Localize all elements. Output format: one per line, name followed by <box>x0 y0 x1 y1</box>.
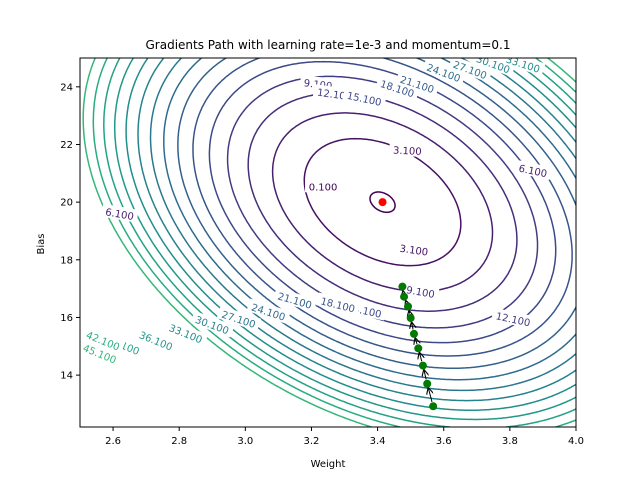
path-arrow <box>406 301 407 302</box>
contour-label: 0.100 <box>309 182 338 193</box>
contour-label-group: 3.100 <box>395 240 433 259</box>
path-arrow <box>412 322 413 330</box>
contour-label-halo <box>163 318 209 347</box>
contour-label-halo <box>375 75 420 101</box>
contour-line-24-1 <box>163 58 576 381</box>
y-tick-label: 20 <box>60 198 73 209</box>
x-tick-label: 3.4 <box>370 436 386 447</box>
contour-label-halo <box>305 179 342 193</box>
contour-label-halo <box>81 326 126 355</box>
y-tick-label: 16 <box>60 313 73 324</box>
contour-label-halo <box>342 87 387 109</box>
contour-line-0-1 <box>369 191 396 214</box>
contour-label-group: 3.100 <box>389 142 426 158</box>
path-arrow <box>409 311 410 314</box>
contour-label-halo <box>315 292 361 316</box>
contour-line-27-1 <box>149 58 576 392</box>
contour-label-halo <box>272 287 318 312</box>
gradient-path <box>378 198 438 411</box>
plot-frame <box>79 57 577 428</box>
contour-label: 9.100 <box>405 285 435 301</box>
contour-label: 6.100 <box>104 207 134 223</box>
x-tick-label: 4.0 <box>568 436 584 447</box>
x-axis-label: Weight <box>311 459 346 470</box>
contour-label-halo <box>501 58 546 77</box>
y-tick-label: 24 <box>60 82 73 93</box>
contour-label-halo <box>216 305 262 332</box>
contour-label-halo <box>514 159 553 181</box>
contour-label-halo <box>395 240 433 259</box>
contour-label-halo <box>100 203 139 223</box>
path-point <box>400 292 409 301</box>
x-tick-label: 2.8 <box>171 436 187 447</box>
path-point <box>429 402 438 411</box>
path-point <box>418 361 427 370</box>
path-arrow <box>424 370 426 380</box>
contour-line-30-1 <box>137 58 576 402</box>
path-arrow <box>428 388 432 403</box>
path-point <box>414 344 423 353</box>
contour-label-halo <box>421 58 467 86</box>
contour-label-halo <box>448 58 493 83</box>
contour-label-group: 0.100 <box>305 179 342 193</box>
x-tick-label: 3.2 <box>304 436 320 447</box>
contour-label-halo <box>491 307 536 330</box>
x-tick-label: 3.0 <box>237 436 253 447</box>
minimum-point <box>378 198 387 207</box>
x-tick-label: 2.6 <box>105 436 121 447</box>
contour-label-halo <box>134 326 179 355</box>
path-arrow <box>415 338 417 344</box>
contour-line-18-1 <box>192 58 573 357</box>
y-tick-label: 14 <box>60 371 73 382</box>
path-point <box>404 302 413 311</box>
path-arrow <box>419 353 421 362</box>
path-point <box>406 314 415 323</box>
x-tick-label: 3.8 <box>502 436 518 447</box>
contour-label-halo <box>190 310 235 338</box>
y-axis-label: Bias <box>36 234 47 255</box>
contour-label: 3.100 <box>393 146 422 158</box>
contour-label-halo <box>395 70 440 97</box>
path-point <box>398 282 407 291</box>
axes: 2.6 2.8 3.0 3.2 3.4 3.6 3.8 4.0 14 16 18 20 22 24 <box>60 57 584 447</box>
x-tick-label: 3.6 <box>436 436 452 447</box>
contour-label-group: 9.100 <box>401 281 440 301</box>
contour-label-halo <box>389 142 426 158</box>
chart-title: Gradients Path with learning rate=1e-3 a… <box>146 38 511 52</box>
contour-label-group: 6.100 <box>100 203 139 223</box>
contour-label-halo <box>401 281 440 301</box>
contour-label-halo <box>471 58 516 77</box>
contour-label: 3.100 <box>399 244 429 259</box>
contour-label-halo <box>246 298 291 324</box>
contour-line-42-1 <box>92 58 576 427</box>
y-tick-label: 22 <box>60 140 73 151</box>
contour-label-halo <box>80 339 123 367</box>
contour-lines <box>82 58 576 427</box>
path-point <box>409 329 418 338</box>
contour-line-15-1 <box>208 60 557 344</box>
path-point <box>423 379 432 388</box>
y-tick-label: 18 <box>60 255 73 266</box>
